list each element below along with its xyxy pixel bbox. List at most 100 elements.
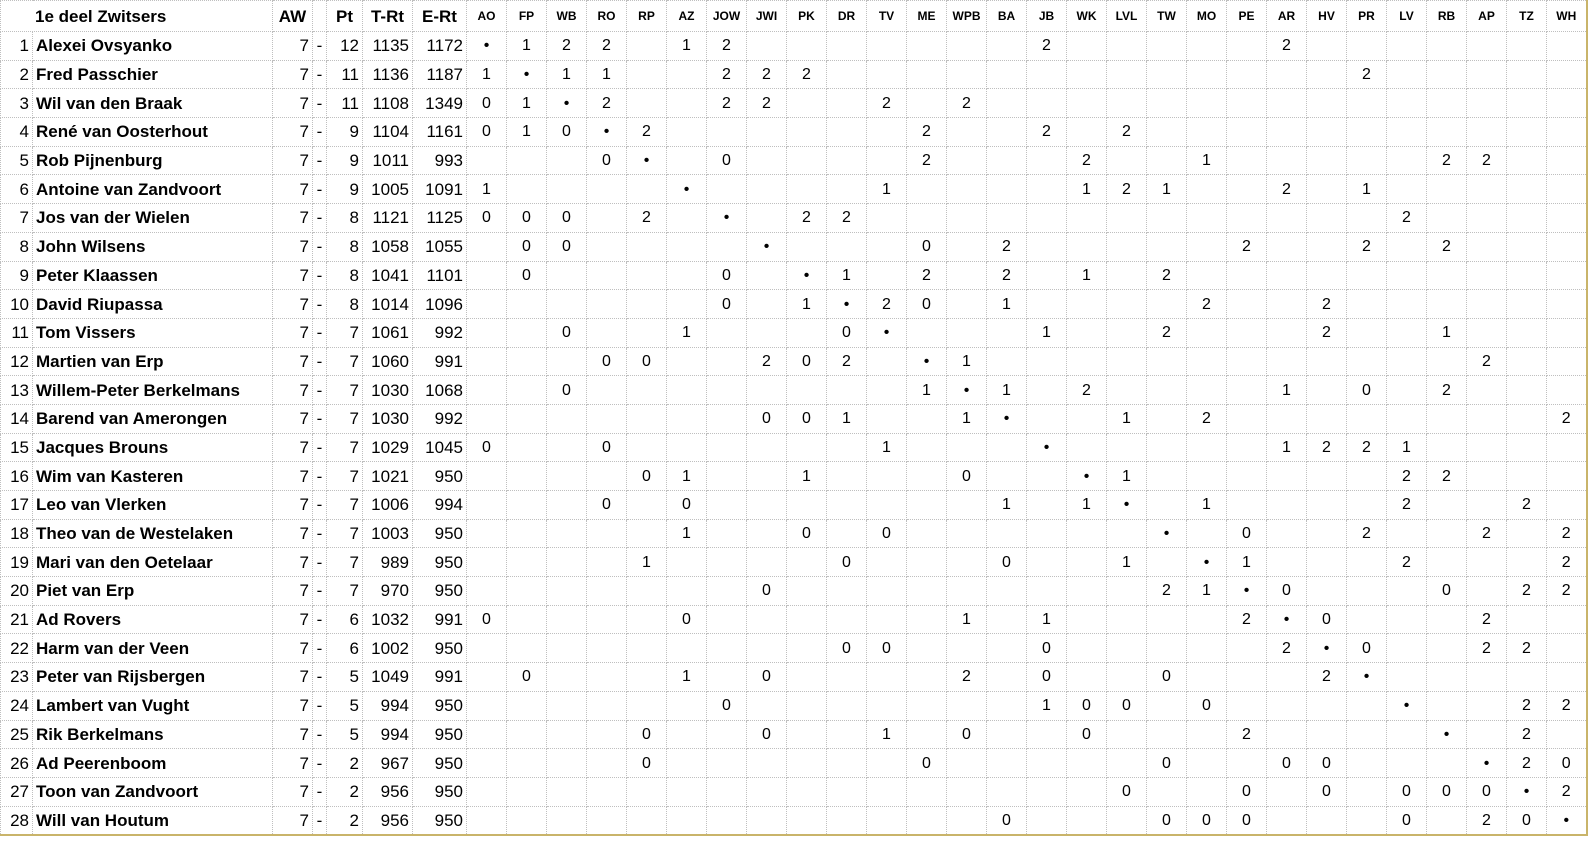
points: 5 [326, 719, 363, 750]
aw: 7 [272, 203, 313, 233]
result-cell [986, 604, 1027, 635]
aw: 7 [272, 346, 313, 377]
result-cell [1466, 59, 1507, 90]
rank: 11 [0, 317, 33, 348]
opponent-header: LV [1386, 0, 1427, 32]
rank: 3 [0, 88, 33, 119]
t-rating: 1006 [362, 490, 413, 520]
result-cell [1466, 690, 1507, 721]
result-cell [1546, 145, 1588, 176]
result-cell: 2 [1466, 518, 1507, 549]
result-cell [1346, 31, 1387, 61]
result-cell [1066, 432, 1107, 463]
result-cell: • [546, 88, 587, 119]
result-cell [906, 403, 947, 434]
result-cell [1266, 690, 1307, 721]
aw: 7 [272, 88, 313, 119]
result-cell: 0 [1226, 805, 1267, 837]
result-cell [946, 317, 987, 348]
rank: 21 [0, 604, 33, 635]
result-cell [1546, 317, 1588, 348]
points: 2 [326, 805, 363, 837]
result-cell [1426, 490, 1467, 520]
result-cell [1266, 518, 1307, 549]
result-cell [1106, 518, 1147, 549]
result-cell: 0 [466, 604, 507, 635]
result-cell [1386, 748, 1427, 778]
result-cell [1466, 490, 1507, 520]
result-cell [666, 145, 707, 176]
result-cell [1306, 461, 1347, 491]
player-name: Rob Pijnenburg [32, 145, 273, 176]
result-cell [866, 260, 907, 291]
result-cell [466, 403, 507, 434]
result-cell [1026, 203, 1067, 233]
result-cell [826, 231, 867, 262]
separator: - [312, 518, 327, 549]
aw: 7 [272, 145, 313, 176]
opponent-header: WH [1546, 0, 1588, 32]
result-cell [586, 662, 627, 692]
player-name: Lambert van Vught [32, 690, 273, 721]
result-cell [1546, 88, 1588, 119]
separator: - [312, 547, 327, 578]
result-cell [1266, 317, 1307, 348]
e-rating: 1125 [412, 203, 467, 233]
result-cell [946, 289, 987, 319]
e-rating: 992 [412, 317, 467, 348]
result-cell [1266, 289, 1307, 319]
result-cell: 1 [1186, 490, 1227, 520]
result-cell [1146, 604, 1187, 635]
result-cell [626, 88, 667, 119]
result-cell [1226, 346, 1267, 377]
result-cell [986, 317, 1027, 348]
result-cell: 0 [946, 719, 987, 750]
result-cell [466, 805, 507, 837]
result-cell: 2 [1346, 432, 1387, 463]
result-cell: 0 [746, 719, 787, 750]
result-cell [1506, 88, 1547, 119]
e-rating: 1055 [412, 231, 467, 262]
player-row: 26 Ad Peerenboom 7-2 967 950 0 0 0 0 0 • 2 0 [0, 748, 1588, 778]
result-cell: 0 [1186, 805, 1227, 837]
result-cell [1186, 231, 1227, 262]
player-row: 24 Lambert van Vught 7-5 994 950 0 1 0 0 0 • 2 2 [0, 690, 1588, 721]
result-cell [1506, 231, 1547, 262]
separator: - [312, 117, 327, 147]
result-cell [826, 490, 867, 520]
result-cell: 2 [1506, 490, 1547, 520]
result-cell [466, 547, 507, 578]
result-cell: 2 [1306, 289, 1347, 319]
rank: 22 [0, 633, 33, 664]
result-cell [906, 88, 947, 119]
result-cell [706, 375, 747, 405]
result-cell [666, 805, 707, 837]
result-cell [626, 805, 667, 837]
result-cell [1346, 145, 1387, 176]
t-rating: 970 [362, 576, 413, 606]
result-cell [826, 375, 867, 405]
result-cell [1106, 604, 1147, 635]
rank: 26 [0, 748, 33, 778]
result-cell: 2 [906, 260, 947, 291]
result-cell [586, 604, 627, 635]
result-cell: 2 [986, 260, 1027, 291]
result-cell [506, 145, 547, 176]
result-cell: 0 [1106, 690, 1147, 721]
result-cell [1146, 432, 1187, 463]
result-cell [626, 518, 667, 549]
result-cell: 2 [866, 289, 907, 319]
result-cell [946, 633, 987, 664]
t-rating: 1005 [362, 174, 413, 205]
result-cell: 0 [826, 633, 867, 664]
aw: 7 [272, 719, 313, 750]
result-cell [1026, 260, 1067, 291]
result-cell [506, 576, 547, 606]
result-cell: 2 [706, 88, 747, 119]
aw: 7 [272, 117, 313, 147]
result-cell [586, 174, 627, 205]
result-cell [1546, 461, 1588, 491]
player-name: John Wilsens [32, 231, 273, 262]
result-cell [1426, 662, 1467, 692]
result-cell [1506, 317, 1547, 348]
